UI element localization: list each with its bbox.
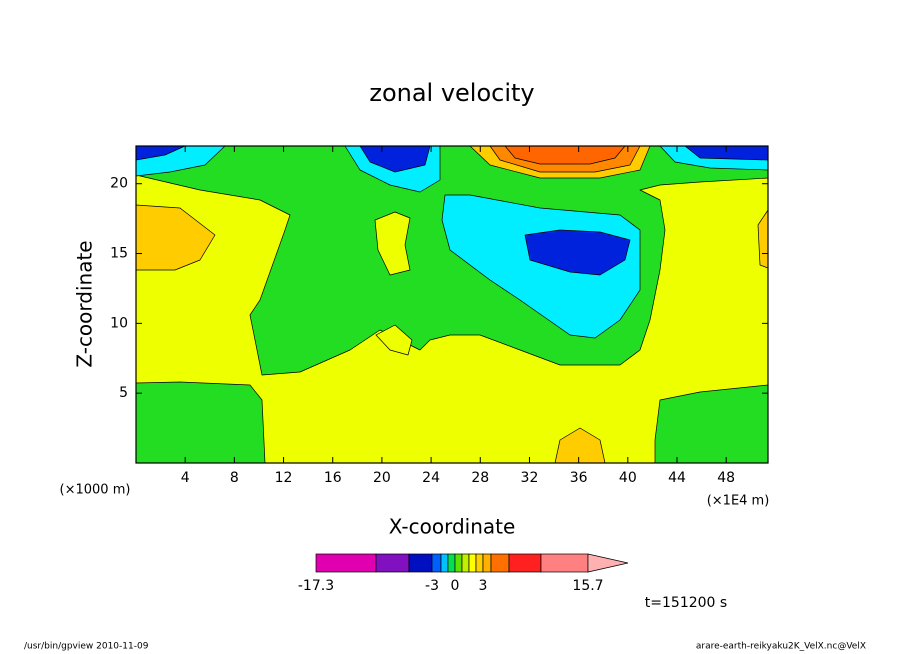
x-unit-label: (×1000 m) [60, 483, 131, 498]
colorbar-segment [508, 553, 542, 573]
x-unit-label: (×1E4 m) [707, 494, 770, 509]
colorbar-segment [408, 553, 433, 573]
colorbar-segment [447, 553, 456, 573]
colorbar-tick-label: -3 [425, 578, 439, 594]
colorbar-segment [375, 553, 410, 573]
y-tick-label: 5 [119, 385, 128, 401]
x-tick-label: 12 [275, 470, 293, 486]
y-tick-label: 10 [110, 315, 128, 331]
colorbar-tick-label: -17.3 [298, 578, 334, 594]
x-tick-label: 24 [422, 470, 440, 486]
plot-frame [135, 145, 769, 464]
x-axis-title: X-coordinate [389, 515, 516, 539]
x-tick-label: 32 [521, 470, 539, 486]
x-tick-label: 8 [230, 470, 239, 486]
colorbar-tick-label: 3 [479, 578, 488, 594]
colorbar-segment [540, 553, 589, 573]
x-tick-label: 40 [619, 470, 637, 486]
colorbar-segment [468, 553, 477, 573]
y-axis-title: Z-coordinate [73, 240, 97, 367]
colorbar-segment [431, 553, 442, 573]
x-tick-label: 28 [471, 470, 489, 486]
y-tick-label: 20 [110, 176, 128, 192]
contour-region [374, 211, 411, 276]
colorbar-segment [475, 553, 484, 573]
x-tick-label: 16 [324, 470, 342, 486]
colorbar-segment [461, 553, 470, 573]
x-tick-label: 36 [570, 470, 588, 486]
footer-left: /usr/bin/gpview 2010-11-09 [24, 642, 149, 652]
colorbar: -17.3 -3 0 3 15.7 [298, 553, 629, 594]
x-tick-label: 20 [373, 470, 391, 486]
footer-right: arare-earth-reikyaku2K_VelX.nc@VelX [696, 642, 866, 652]
x-tick-label: 48 [717, 470, 735, 486]
colorbar-segment [482, 553, 492, 573]
colorbar-segment [315, 553, 377, 573]
colorbar-arrow [587, 553, 629, 573]
contour-region [524, 229, 631, 276]
colorbar-segment [454, 553, 463, 573]
time-label: t=151200 s [645, 595, 727, 611]
y-tick-label: 15 [110, 246, 128, 262]
colorbar-segment [490, 553, 510, 573]
chart-title: zonal velocity [369, 79, 534, 107]
x-tick-label: 44 [668, 470, 686, 486]
contour-region [135, 381, 266, 464]
colorbar-segment [440, 553, 449, 573]
colorbar-tick-label: 15.7 [572, 578, 603, 594]
contour-field [135, 145, 769, 464]
colorbar-tick-label: 0 [451, 578, 460, 594]
contour-region [375, 324, 413, 356]
contour-region [441, 194, 641, 339]
x-tick-label: 4 [181, 470, 190, 486]
